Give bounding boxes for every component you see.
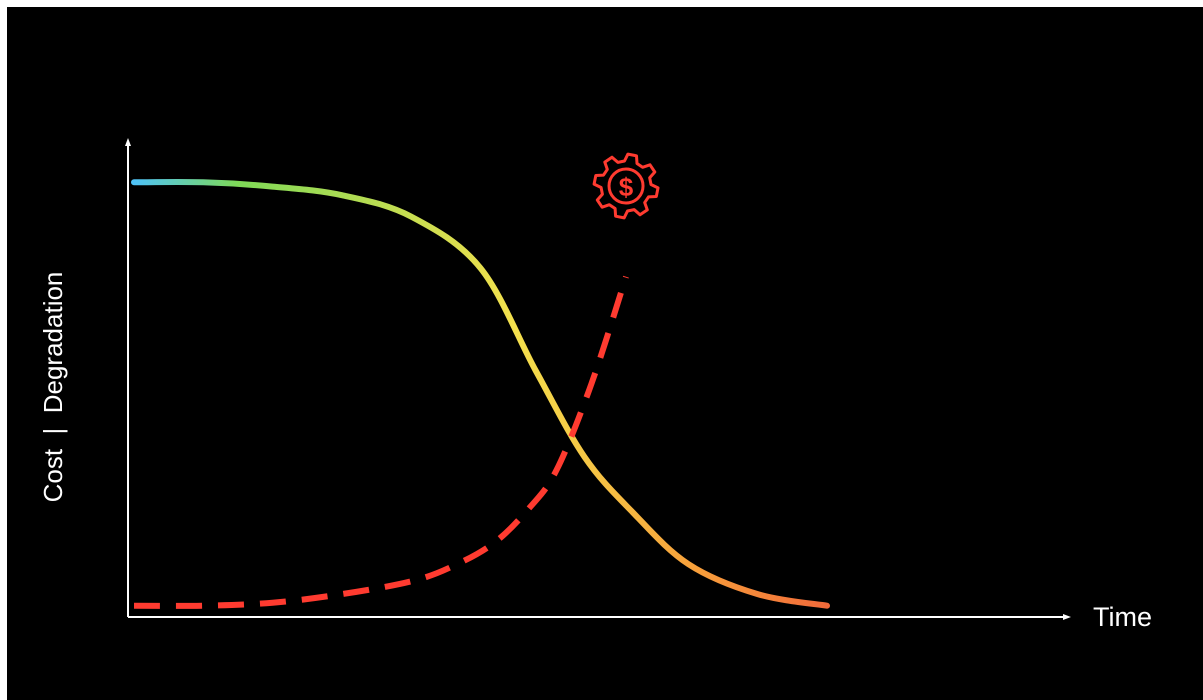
degradation-series-line xyxy=(131,178,830,609)
dollar-gear-icon: $ xyxy=(592,152,660,220)
dollar-sign-glyph: $ xyxy=(619,172,634,202)
y-axis-label: Cost | Degradation xyxy=(38,272,68,503)
gear-outline xyxy=(592,152,660,220)
x-axis-arrow xyxy=(1063,614,1071,620)
y-axis-arrow xyxy=(125,138,131,146)
cost-series-line xyxy=(133,275,629,609)
chart-frame: Time Cost | Degradation $ xyxy=(7,7,1203,700)
degradation-cost-chart: Time Cost | Degradation $ xyxy=(38,138,1152,632)
x-axis-label: Time xyxy=(1093,602,1152,632)
gear-inner-ring xyxy=(607,167,645,205)
